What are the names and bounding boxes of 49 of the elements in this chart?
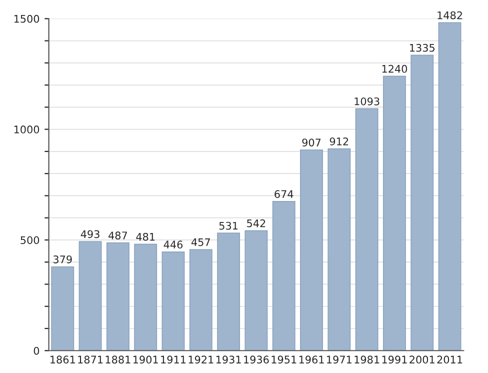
data-label: 379 [53,255,72,264]
bar [272,201,296,351]
x-tick-label: 1951 [272,356,296,364]
x-tick-label: 1881 [106,356,130,364]
bar [51,266,74,351]
data-label: 531 [219,222,238,230]
bar [382,76,406,351]
x-tick-label: 1991 [382,356,407,364]
bar [217,232,240,351]
data-label: 542 [247,219,266,228]
x-tick-label: 2001 [410,356,434,364]
y-tick-label: 0 [34,346,40,355]
y-tick-label: 500 [20,236,40,244]
bar [106,242,130,351]
bar [328,148,351,351]
data-label: 487 [108,232,127,240]
bar [355,108,378,351]
bar [189,249,212,351]
x-tick-label: 1921 [188,356,214,364]
bar [438,22,462,351]
data-label: 1335 [410,44,434,52]
bar [134,244,158,351]
x-tick-label: 1961 [299,356,324,364]
x-tick-label: 1901 [133,356,158,364]
data-label: 674 [274,190,294,198]
data-label: 493 [80,230,100,238]
data-label: 912 [330,137,348,146]
data-label: 1482 [438,11,462,20]
data-label: 446 [164,240,183,249]
x-tick-label: 1981 [354,356,380,364]
bar [410,54,434,351]
x-tick-label: 1871 [78,356,103,364]
data-label: 457 [191,238,210,246]
y-tick-label: 1000 [14,126,40,134]
x-tick-label: 1936 [244,356,269,364]
x-tick-label: 2011 [437,356,462,364]
y-tick-label: 1500 [14,14,40,23]
data-label: 1093 [354,97,380,106]
x-tick-label: 1861 [50,356,75,364]
x-tick-label: 1911 [161,356,186,364]
x-tick-label: 1971 [327,356,352,364]
data-label: 907 [302,138,321,146]
bar [78,241,102,351]
data-label: 1240 [382,64,408,73]
bar [244,230,268,351]
bar [162,251,185,351]
x-tick-label: 1931 [216,356,241,364]
bar [300,149,323,351]
data-label: 481 [136,232,155,241]
